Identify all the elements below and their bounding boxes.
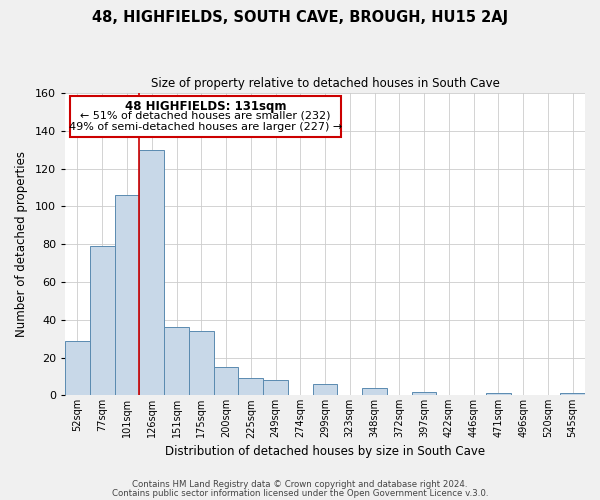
Bar — [263, 380, 288, 396]
X-axis label: Distribution of detached houses by size in South Cave: Distribution of detached houses by size … — [165, 444, 485, 458]
Text: ← 51% of detached houses are smaller (232): ← 51% of detached houses are smaller (23… — [80, 110, 331, 120]
Bar — [560, 394, 585, 396]
Bar — [412, 392, 436, 396]
Bar — [214, 367, 238, 396]
FancyBboxPatch shape — [70, 96, 341, 137]
Text: 48, HIGHFIELDS, SOUTH CAVE, BROUGH, HU15 2AJ: 48, HIGHFIELDS, SOUTH CAVE, BROUGH, HU15… — [92, 10, 508, 25]
Text: 49% of semi-detached houses are larger (227) →: 49% of semi-detached houses are larger (… — [69, 122, 342, 132]
Bar — [65, 340, 90, 396]
Text: Contains HM Land Registry data © Crown copyright and database right 2024.: Contains HM Land Registry data © Crown c… — [132, 480, 468, 489]
Bar — [189, 331, 214, 396]
Bar — [313, 384, 337, 396]
Bar — [164, 328, 189, 396]
Bar — [238, 378, 263, 396]
Text: Contains public sector information licensed under the Open Government Licence v.: Contains public sector information licen… — [112, 488, 488, 498]
Bar — [362, 388, 387, 396]
Bar — [115, 195, 139, 396]
Bar — [139, 150, 164, 396]
Bar — [90, 246, 115, 396]
Bar — [486, 394, 511, 396]
Title: Size of property relative to detached houses in South Cave: Size of property relative to detached ho… — [151, 78, 499, 90]
Y-axis label: Number of detached properties: Number of detached properties — [15, 151, 28, 337]
Text: 48 HIGHFIELDS: 131sqm: 48 HIGHFIELDS: 131sqm — [125, 100, 286, 112]
